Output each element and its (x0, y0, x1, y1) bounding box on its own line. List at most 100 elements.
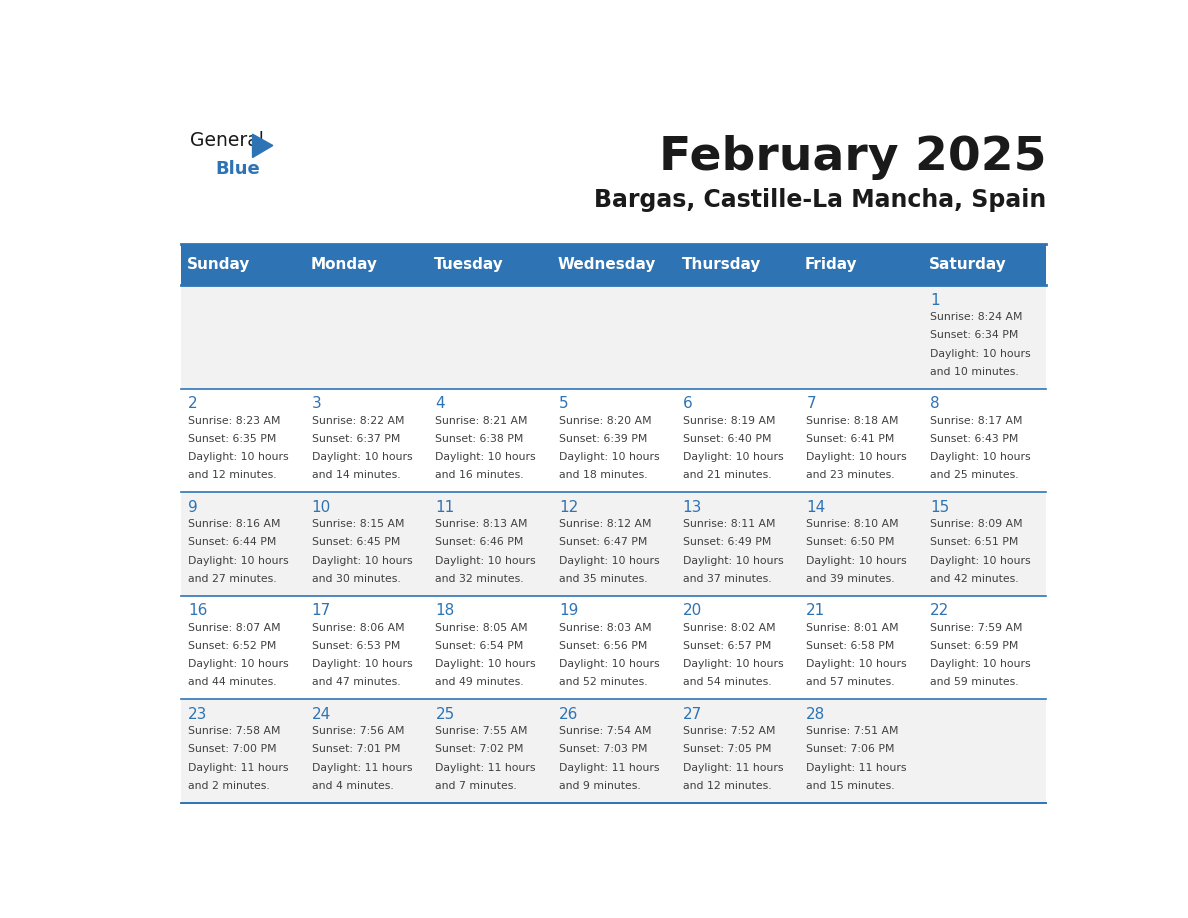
Bar (428, 244, 551, 285)
Text: 28: 28 (807, 707, 826, 722)
Bar (304, 244, 428, 285)
Text: Daylight: 10 hours: Daylight: 10 hours (930, 555, 1030, 565)
Text: Daylight: 10 hours: Daylight: 10 hours (930, 349, 1030, 359)
Text: Sunrise: 8:03 AM: Sunrise: 8:03 AM (560, 622, 652, 633)
Text: 9: 9 (188, 499, 198, 515)
Text: Sunrise: 8:16 AM: Sunrise: 8:16 AM (188, 520, 280, 530)
Text: Sunset: 6:40 PM: Sunset: 6:40 PM (683, 434, 771, 444)
Text: Sunrise: 8:23 AM: Sunrise: 8:23 AM (188, 416, 280, 426)
Text: Sunset: 6:45 PM: Sunset: 6:45 PM (311, 537, 400, 547)
Text: Sunrise: 8:09 AM: Sunrise: 8:09 AM (930, 520, 1023, 530)
Text: Sunrise: 8:07 AM: Sunrise: 8:07 AM (188, 622, 280, 633)
Text: Sunset: 6:46 PM: Sunset: 6:46 PM (436, 537, 524, 547)
Text: Sunset: 6:52 PM: Sunset: 6:52 PM (188, 641, 277, 651)
Text: and 23 minutes.: and 23 minutes. (807, 470, 895, 480)
Text: 3: 3 (311, 397, 322, 411)
Text: Daylight: 11 hours: Daylight: 11 hours (311, 763, 412, 773)
Text: 20: 20 (683, 603, 702, 618)
Text: 15: 15 (930, 499, 949, 515)
Text: 1: 1 (930, 293, 940, 308)
Text: 4: 4 (436, 397, 446, 411)
Text: and 47 minutes.: and 47 minutes. (311, 677, 400, 688)
Text: Sunset: 7:01 PM: Sunset: 7:01 PM (311, 744, 400, 755)
Text: and 44 minutes.: and 44 minutes. (188, 677, 277, 688)
Text: Sunrise: 8:02 AM: Sunrise: 8:02 AM (683, 622, 776, 633)
Text: and 57 minutes.: and 57 minutes. (807, 677, 895, 688)
Text: Daylight: 10 hours: Daylight: 10 hours (436, 452, 536, 462)
Text: General: General (190, 131, 264, 151)
Text: Sunset: 6:54 PM: Sunset: 6:54 PM (436, 641, 524, 651)
Text: Daylight: 10 hours: Daylight: 10 hours (807, 452, 906, 462)
Text: Sunset: 6:58 PM: Sunset: 6:58 PM (807, 641, 895, 651)
Bar (181, 389, 1047, 492)
Text: Sunset: 6:47 PM: Sunset: 6:47 PM (560, 537, 647, 547)
Text: and 39 minutes.: and 39 minutes. (807, 574, 895, 584)
Text: and 12 minutes.: and 12 minutes. (683, 780, 771, 790)
Text: 13: 13 (683, 499, 702, 515)
Text: and 54 minutes.: and 54 minutes. (683, 677, 771, 688)
Text: Sunrise: 8:22 AM: Sunrise: 8:22 AM (311, 416, 404, 426)
Text: and 14 minutes.: and 14 minutes. (311, 470, 400, 480)
Text: Sunrise: 7:59 AM: Sunrise: 7:59 AM (930, 622, 1023, 633)
Polygon shape (253, 134, 273, 158)
Text: Wednesday: Wednesday (558, 257, 656, 273)
Text: and 42 minutes.: and 42 minutes. (930, 574, 1018, 584)
Text: 5: 5 (560, 397, 569, 411)
Text: and 49 minutes.: and 49 minutes. (436, 677, 524, 688)
Text: Daylight: 10 hours: Daylight: 10 hours (560, 659, 659, 669)
Text: Sunset: 7:05 PM: Sunset: 7:05 PM (683, 744, 771, 755)
Text: Daylight: 10 hours: Daylight: 10 hours (188, 659, 289, 669)
Text: Sunrise: 8:15 AM: Sunrise: 8:15 AM (311, 520, 404, 530)
Text: Sunset: 6:53 PM: Sunset: 6:53 PM (311, 641, 400, 651)
Text: Sunrise: 8:06 AM: Sunrise: 8:06 AM (311, 622, 404, 633)
Text: 14: 14 (807, 499, 826, 515)
Bar (181, 285, 1047, 389)
Text: Sunset: 7:03 PM: Sunset: 7:03 PM (560, 744, 647, 755)
Text: Sunrise: 7:52 AM: Sunrise: 7:52 AM (683, 726, 776, 736)
Text: Sunset: 6:35 PM: Sunset: 6:35 PM (188, 434, 277, 444)
Text: Sunset: 6:38 PM: Sunset: 6:38 PM (436, 434, 524, 444)
Text: 23: 23 (188, 707, 208, 722)
Text: and 32 minutes.: and 32 minutes. (436, 574, 524, 584)
Text: Daylight: 10 hours: Daylight: 10 hours (930, 452, 1030, 462)
Text: Thursday: Thursday (682, 257, 760, 273)
Bar (181, 596, 1047, 700)
Text: Sunrise: 7:58 AM: Sunrise: 7:58 AM (188, 726, 280, 736)
Text: and 2 minutes.: and 2 minutes. (188, 780, 270, 790)
Text: Sunrise: 8:12 AM: Sunrise: 8:12 AM (560, 520, 651, 530)
Text: Sunrise: 7:55 AM: Sunrise: 7:55 AM (436, 726, 527, 736)
Bar (551, 244, 675, 285)
Text: Daylight: 10 hours: Daylight: 10 hours (683, 555, 783, 565)
Text: Sunrise: 8:13 AM: Sunrise: 8:13 AM (436, 520, 527, 530)
Text: Sunset: 6:56 PM: Sunset: 6:56 PM (560, 641, 647, 651)
Text: and 27 minutes.: and 27 minutes. (188, 574, 277, 584)
Text: Daylight: 10 hours: Daylight: 10 hours (188, 452, 289, 462)
Text: Daylight: 10 hours: Daylight: 10 hours (807, 555, 906, 565)
Text: Sunrise: 8:24 AM: Sunrise: 8:24 AM (930, 312, 1023, 322)
Text: Daylight: 10 hours: Daylight: 10 hours (436, 659, 536, 669)
Text: Daylight: 10 hours: Daylight: 10 hours (683, 452, 783, 462)
Text: Sunset: 7:02 PM: Sunset: 7:02 PM (436, 744, 524, 755)
Text: 8: 8 (930, 397, 940, 411)
Text: 18: 18 (436, 603, 455, 618)
Text: 12: 12 (560, 499, 579, 515)
Text: Sunset: 6:57 PM: Sunset: 6:57 PM (683, 641, 771, 651)
Text: and 12 minutes.: and 12 minutes. (188, 470, 277, 480)
Text: Sunrise: 7:54 AM: Sunrise: 7:54 AM (560, 726, 651, 736)
Text: Daylight: 10 hours: Daylight: 10 hours (436, 555, 536, 565)
Text: Blue: Blue (216, 160, 260, 178)
Text: and 18 minutes.: and 18 minutes. (560, 470, 647, 480)
Text: and 7 minutes.: and 7 minutes. (436, 780, 517, 790)
Text: and 35 minutes.: and 35 minutes. (560, 574, 647, 584)
Text: 25: 25 (436, 707, 455, 722)
Text: Sunset: 7:06 PM: Sunset: 7:06 PM (807, 744, 895, 755)
Text: Sunset: 6:41 PM: Sunset: 6:41 PM (807, 434, 895, 444)
Text: Bargas, Castille-La Mancha, Spain: Bargas, Castille-La Mancha, Spain (594, 188, 1047, 212)
Text: and 30 minutes.: and 30 minutes. (311, 574, 400, 584)
Text: Monday: Monday (310, 257, 378, 273)
Text: 22: 22 (930, 603, 949, 618)
Text: Friday: Friday (805, 257, 858, 273)
Bar (675, 244, 798, 285)
Text: Sunrise: 8:18 AM: Sunrise: 8:18 AM (807, 416, 899, 426)
Text: Daylight: 11 hours: Daylight: 11 hours (188, 763, 289, 773)
